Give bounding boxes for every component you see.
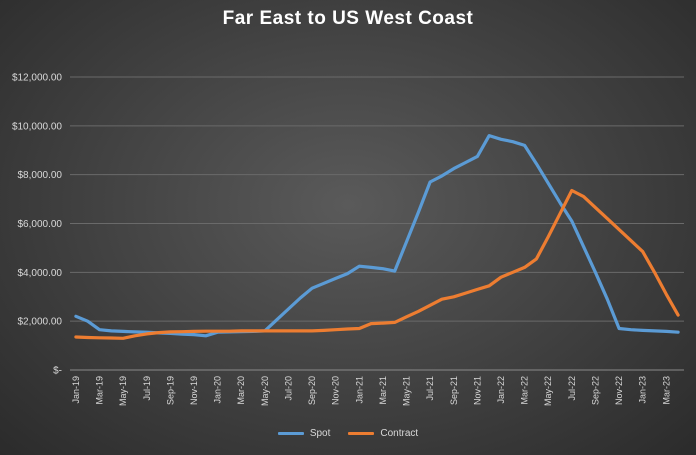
y-tick-label: $10,000.00 [12, 121, 62, 132]
series-line-spot [74, 134, 680, 338]
x-tick-label: Mar-21 [378, 376, 388, 405]
x-tick-label: Mar-20 [236, 376, 246, 405]
chart-title: Far East to US West Coast [222, 8, 474, 29]
x-tick-label: Jan-19 [71, 376, 81, 404]
x-tick-label: May-19 [118, 376, 128, 406]
x-tick-label: Sep-20 [307, 376, 317, 405]
y-tick-label: $2,000.00 [18, 317, 63, 328]
legend-swatch-contract [348, 432, 375, 435]
x-tick-label: Jul-22 [567, 376, 577, 401]
x-tick-label: Nov-22 [614, 376, 624, 405]
x-tick-label: Sep-19 [165, 376, 175, 405]
legend-item-contract[interactable]: Contract [348, 428, 418, 439]
x-tick-label: Jul-19 [142, 376, 152, 401]
legend-label-contract: Contract [380, 428, 419, 439]
y-tick-label: $12,000.00 [12, 73, 62, 84]
x-tick-label: Sep-21 [449, 376, 459, 405]
x-tick-label: Nov-19 [189, 376, 199, 405]
y-tick-label: $4,000.00 [18, 268, 63, 279]
legend-swatch-spot [277, 432, 304, 435]
x-tick-label: Jul-20 [283, 376, 293, 401]
x-tick-label: May-21 [402, 376, 412, 406]
legend-item-spot[interactable]: Spot [277, 428, 331, 439]
x-tick-label: May-20 [260, 376, 270, 406]
x-tick-label: Mar-22 [520, 376, 530, 405]
legend: Spot Contract [0, 428, 696, 439]
x-tick-label: Jul-21 [425, 376, 435, 401]
x-tick-label: Jan-22 [496, 376, 506, 404]
y-tick-label: $- [53, 366, 62, 377]
legend-label-spot: Spot [309, 428, 331, 439]
x-tick-label: Mar-23 [661, 376, 671, 405]
y-tick-label: $6,000.00 [18, 219, 63, 230]
x-tick-label: Mar-19 [95, 376, 105, 405]
x-tick-label: Sep-22 [590, 376, 600, 405]
y-tick-label: $8,000.00 [18, 170, 63, 181]
x-tick-label: Nov-20 [331, 376, 341, 405]
x-tick-label: Jan-23 [638, 376, 648, 404]
x-tick-label: Nov-21 [472, 376, 482, 405]
x-tick-label: May-22 [543, 376, 553, 406]
x-tick-label: Jan-21 [354, 376, 364, 404]
series-line-contract [74, 188, 680, 340]
x-tick-label: Jan-20 [213, 376, 223, 404]
